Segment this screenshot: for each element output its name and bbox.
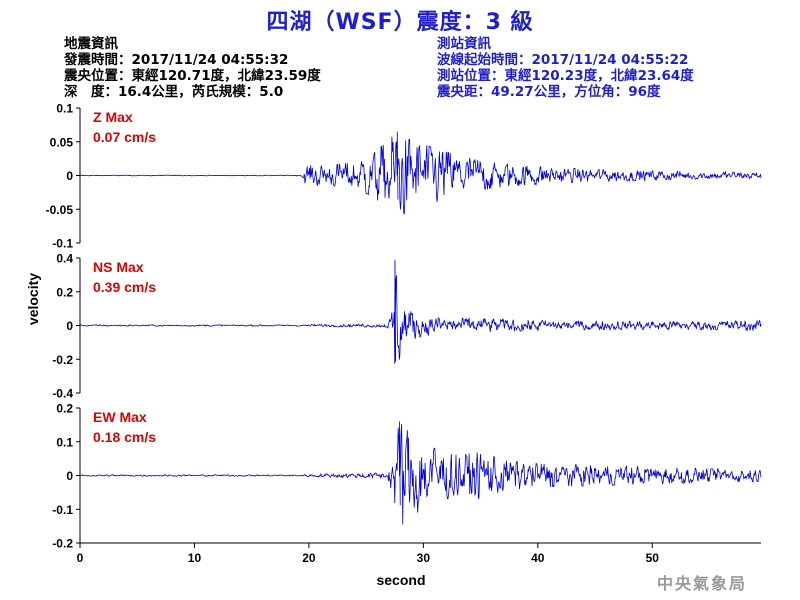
y-axis-label: velocity <box>25 273 41 325</box>
event-info: 地震資訊 發震時間：2017/11/24 04:55:32 震央位置：東經120… <box>64 36 321 100</box>
y-tick-label: -0.4 <box>52 387 73 401</box>
y-tick-label: 0 <box>66 169 73 183</box>
x-axis-label: second <box>376 572 425 588</box>
trace-z <box>79 131 762 215</box>
y-tick-label: -0.2 <box>52 353 73 367</box>
station-info-line: 震央距：49.27公里，方位角：96度 <box>437 84 661 100</box>
y-tick-label: 0 <box>66 469 73 483</box>
event-info-line: 深 度：16.4公里，芮氏規模：5.0 <box>64 84 284 100</box>
trace-ns <box>79 259 762 364</box>
max-label-value: 0.18 cm/s <box>93 429 156 445</box>
y-tick-label: 0.05 <box>50 135 74 149</box>
y-tick-label: -0.1 <box>52 237 73 251</box>
station-info: 測站資訊 波線起始時間：2017/11/24 04:55:22 測站位置：東經1… <box>437 36 694 100</box>
x-tick-label: 40 <box>531 551 545 565</box>
y-tick-label: 0.1 <box>56 102 73 116</box>
x-tick-label: 10 <box>188 551 202 565</box>
station-info-line: 波線起始時間：2017/11/24 04:55:22 <box>437 52 689 68</box>
y-tick-label: 0.4 <box>56 252 73 266</box>
agency-watermark: 中央氣象局 <box>657 574 748 593</box>
event-info-line: 發震時間：2017/11/24 04:55:32 <box>64 52 289 68</box>
max-label-value: 0.39 cm/s <box>93 279 156 295</box>
x-tick-label: 50 <box>646 551 660 565</box>
y-tick-label: 0.2 <box>56 402 73 416</box>
event-info-heading: 地震資訊 <box>64 36 118 52</box>
y-tick-label: -0.1 <box>52 503 73 517</box>
y-tick-label: 0.1 <box>56 435 73 449</box>
y-tick-label: 0.2 <box>56 285 73 299</box>
x-tick-label: 20 <box>302 551 316 565</box>
station-info-heading: 測站資訊 <box>437 36 491 52</box>
max-label-value: 0.07 cm/s <box>93 129 156 145</box>
y-tick-label: -0.05 <box>46 203 74 217</box>
station-info-line: 測站位置：東經120.23度，北緯23.64度 <box>437 68 694 84</box>
chart-title: 四湖（WSF）震度：3 級 <box>266 10 534 35</box>
x-tick-label: 30 <box>417 551 431 565</box>
y-tick-label: -0.2 <box>52 537 73 551</box>
x-tick-label: 0 <box>77 551 84 565</box>
max-label-name: EW Max <box>93 409 147 425</box>
max-label-name: Z Max <box>93 109 133 125</box>
trace-ew <box>79 421 762 525</box>
max-label-name: NS Max <box>93 259 144 275</box>
event-info-line: 震央位置：東經120.71度，北緯23.59度 <box>64 68 321 84</box>
y-tick-label: 0 <box>66 319 73 333</box>
